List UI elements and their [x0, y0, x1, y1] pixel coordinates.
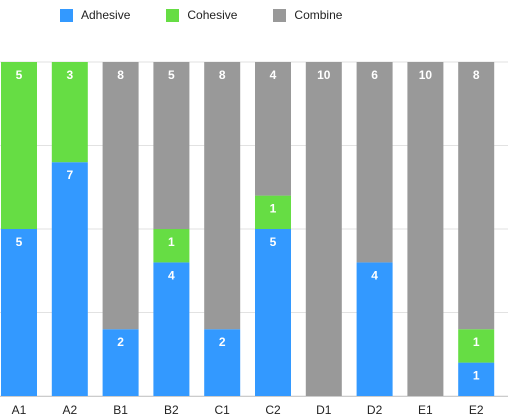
data-label-combine-d2: 6	[371, 68, 378, 82]
legend-swatch-cohesive	[166, 8, 180, 22]
data-label-adhesive-c1: 2	[219, 335, 226, 349]
data-label-cohesive-c2: 1	[270, 202, 277, 216]
bar-segment-cohesive-b2	[153, 229, 190, 263]
bar-segment-combine-d2	[356, 62, 393, 263]
bar-segment-combine-d1	[305, 62, 342, 396]
legend-item-cohesive: Cohesive	[166, 8, 237, 22]
bar-segment-adhesive-a1	[1, 229, 37, 396]
legend-item-adhesive: Adhesive	[60, 8, 130, 22]
bar-segment-cohesive-e2	[458, 329, 495, 363]
x-tick-label-a1: A1	[12, 403, 27, 417]
data-label-adhesive-a2: 7	[66, 168, 73, 182]
data-label-adhesive-d2: 4	[371, 268, 378, 282]
bar-segment-combine-b2	[153, 62, 190, 229]
data-label-combine-c2: 4	[270, 68, 277, 82]
bar-segment-cohesive-a1	[1, 62, 37, 229]
bar-segment-combine-e1	[407, 62, 444, 396]
x-tick-label-d1: D1	[316, 403, 332, 417]
x-tick-label-b1: B1	[113, 403, 128, 417]
bar-segment-cohesive-a2	[51, 62, 88, 163]
legend-label-adhesive: Adhesive	[81, 8, 131, 22]
legend-label-combine: Combine	[294, 8, 343, 22]
data-label-cohesive-a1: 5	[16, 68, 23, 82]
data-label-adhesive-e2: 1	[473, 369, 480, 383]
legend-swatch-combine	[273, 8, 287, 22]
x-tick-label-c1: C1	[215, 403, 231, 417]
data-label-combine-d1: 10	[317, 68, 331, 82]
x-tick-label-d2: D2	[367, 403, 383, 417]
bar-segment-adhesive-b2	[153, 262, 190, 396]
x-tick-label-a2: A2	[62, 403, 77, 417]
data-label-adhesive-b2: 4	[168, 268, 175, 282]
data-label-combine-e1: 10	[419, 68, 433, 82]
bar-segment-combine-c1	[204, 62, 241, 330]
data-label-combine-e2: 8	[473, 68, 480, 82]
bar-segment-adhesive-d2	[356, 262, 393, 396]
data-label-combine-b2: 5	[168, 68, 175, 82]
data-label-adhesive-a1: 5	[16, 235, 23, 249]
legend-item-combine: Combine	[273, 8, 342, 22]
data-label-adhesive-c2: 5	[270, 235, 277, 249]
bar-segment-cohesive-c2	[255, 195, 291, 229]
chart-legend: Adhesive Cohesive Combine	[60, 8, 342, 22]
bar-segment-adhesive-a2	[51, 162, 88, 396]
x-tick-label-e1: E1	[418, 403, 433, 417]
data-label-cohesive-e2: 1	[473, 335, 480, 349]
data-label-adhesive-b1: 2	[117, 335, 124, 349]
bar-segment-adhesive-b1	[102, 329, 139, 396]
data-label-combine-b1: 8	[117, 68, 124, 82]
bar-segment-combine-c2	[255, 62, 291, 196]
data-label-cohesive-a2: 3	[66, 68, 73, 82]
bar-segment-adhesive-c1	[204, 329, 241, 396]
legend-swatch-adhesive	[60, 8, 73, 22]
bar-segment-adhesive-c2	[255, 229, 291, 396]
x-tick-label-e2: E2	[469, 403, 484, 417]
x-tick-label-c2: C2	[265, 403, 281, 417]
bar-segment-adhesive-e2	[458, 362, 495, 396]
legend-label-cohesive: Cohesive	[187, 8, 238, 22]
x-tick-label-b2: B2	[164, 403, 179, 417]
bar-segment-combine-e2	[458, 62, 495, 330]
data-label-cohesive-b2: 1	[168, 235, 175, 249]
data-label-combine-c1: 8	[219, 68, 226, 82]
bar-segment-combine-b1	[102, 62, 139, 330]
